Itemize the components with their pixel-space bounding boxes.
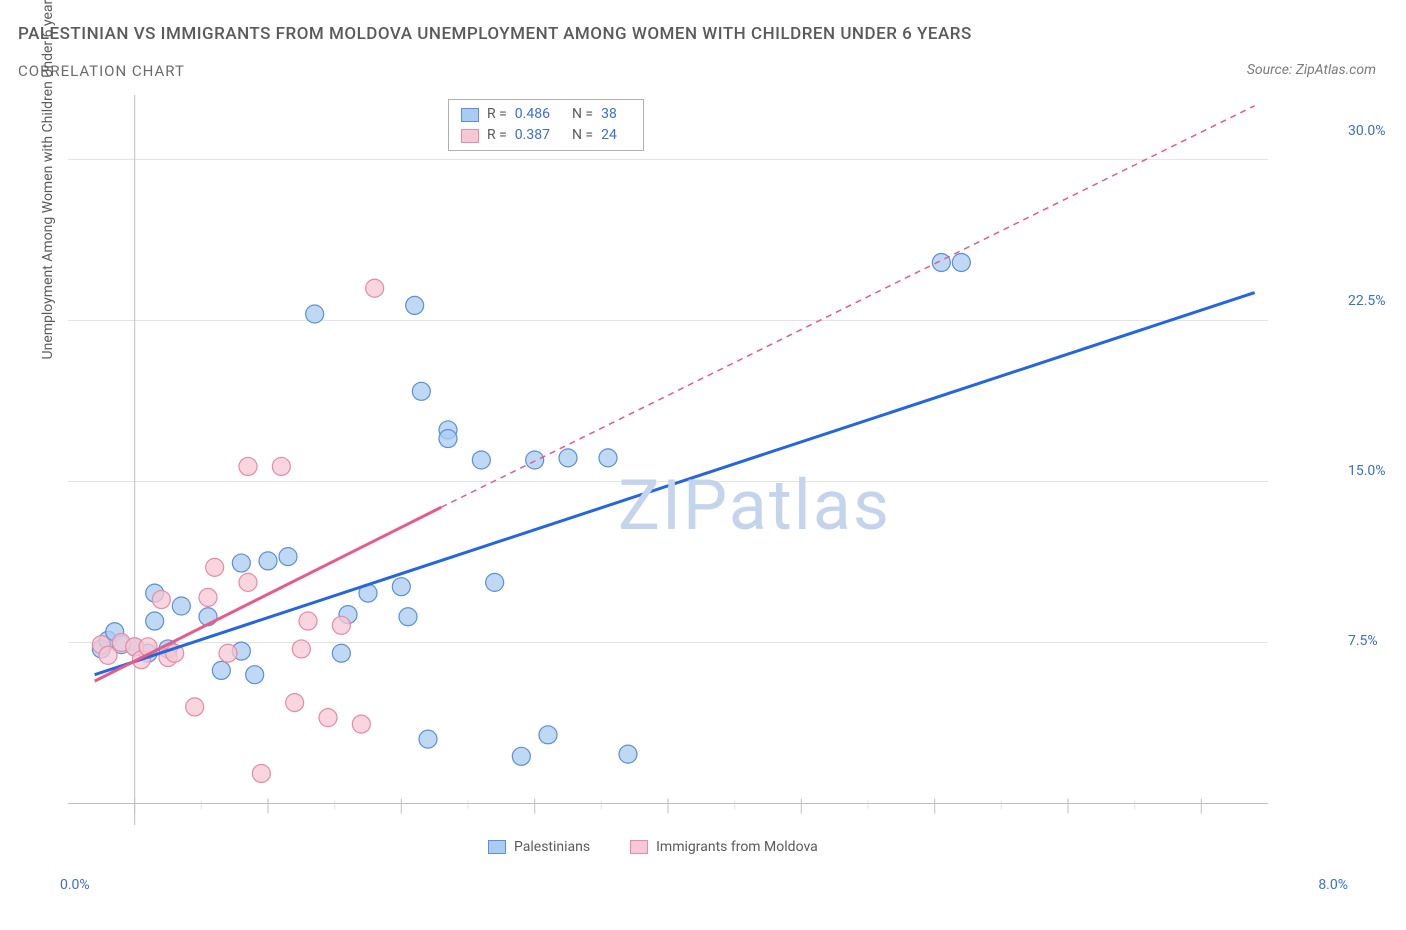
stat-r-label-1: R = [487, 104, 507, 125]
legend-label-2: Immigrants from Moldova [656, 839, 818, 855]
legend-swatch-1 [488, 840, 506, 854]
y-tick-22: 22.5% [1348, 293, 1406, 309]
stats-row-1: R = 0.486 N = 38 [461, 104, 631, 125]
source-label: Source: ZipAtlas.com [1247, 62, 1376, 78]
legend-item-2: Immigrants from Moldova [630, 839, 818, 855]
legend-item-1: Palestinians [488, 839, 590, 855]
x-tick-8: 8.0% [1318, 877, 1348, 893]
stat-n-value-1: 38 [601, 104, 617, 125]
bottom-legend: Palestinians Immigrants from Moldova [488, 839, 818, 855]
stat-n-label-1: N = [572, 104, 593, 125]
stats-row-2: R = 0.387 N = 24 [461, 125, 631, 146]
legend-label-1: Palestinians [514, 839, 590, 855]
stat-r-value-2: 0.387 [515, 125, 550, 146]
stats-legend: R = 0.486 N = 38 R = 0.387 N = 24 [448, 99, 644, 151]
scatter-plot [58, 95, 1338, 865]
y-axis-label: Unemployment Among Women with Children U… [40, 0, 56, 359]
stat-n-label-2: N = [572, 125, 593, 146]
chart-area: Unemployment Among Women with Children U… [58, 95, 1338, 865]
swatch-series-2 [461, 129, 479, 143]
legend-swatch-2 [630, 840, 648, 854]
y-tick-15: 15.0% [1348, 463, 1406, 479]
stat-r-label-2: R = [487, 125, 507, 146]
stat-n-value-2: 24 [601, 125, 617, 146]
swatch-series-1 [461, 108, 479, 122]
x-tick-0: 0.0% [60, 877, 90, 893]
stat-r-value-1: 0.486 [515, 104, 550, 125]
chart-title: PALESTINIAN VS IMMIGRANTS FROM MOLDOVA U… [18, 24, 972, 44]
y-tick-7: 7.5% [1348, 633, 1406, 649]
y-tick-30: 30.0% [1348, 123, 1406, 139]
